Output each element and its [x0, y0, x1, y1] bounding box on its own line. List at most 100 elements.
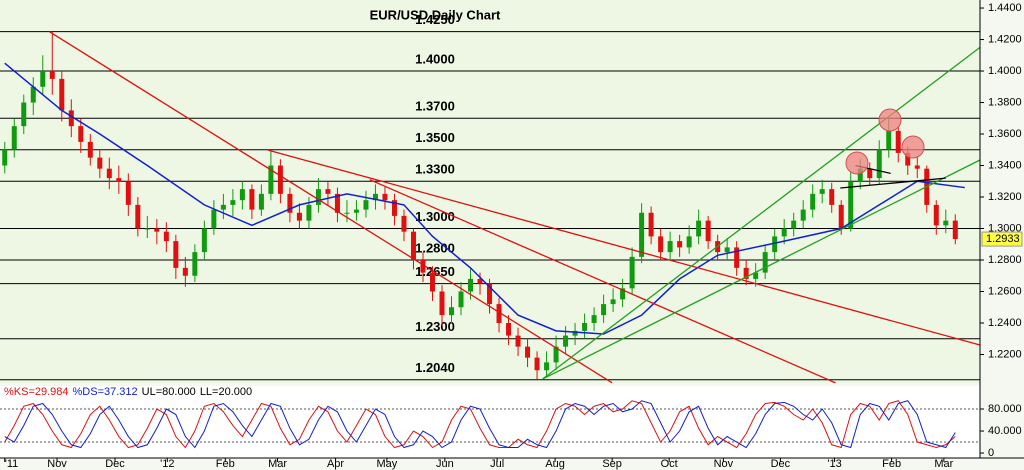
- candle-body: [315, 189, 321, 205]
- candle-body: [325, 189, 331, 194]
- candle-body: [829, 189, 835, 205]
- y-tick-label: 1.4000: [988, 65, 1022, 77]
- legend-label: UL=80.000: [142, 386, 196, 398]
- y-tick-label: 1.2800: [988, 254, 1022, 266]
- y-tick-label: 1.3600: [988, 128, 1022, 140]
- candle-body: [810, 193, 816, 210]
- price-tag-label: 1.2933: [986, 233, 1020, 245]
- candle-body: [372, 193, 378, 201]
- candle-body: [534, 357, 540, 371]
- trend-line: [542, 159, 981, 380]
- y-tick-label: 1.3200: [988, 191, 1022, 203]
- candle-body: [876, 149, 882, 179]
- candle-body: [125, 181, 131, 205]
- candle-body: [591, 315, 597, 323]
- candle-body: [192, 252, 198, 276]
- candle-body: [59, 78, 65, 111]
- x-tick-label: Mar: [934, 458, 953, 470]
- x-tick-label: Nov: [47, 458, 67, 470]
- candle-body: [306, 204, 312, 221]
- candle-body: [468, 278, 474, 292]
- candle-body: [220, 204, 226, 210]
- candle-body: [677, 241, 683, 248]
- x-tick-label: '13: [827, 458, 841, 470]
- price-tag: [981, 231, 1023, 247]
- level-label: 1.2040: [415, 360, 455, 375]
- legend-label: LL=20.000: [200, 386, 252, 398]
- candle-body: [97, 157, 103, 169]
- trend-line: [369, 179, 836, 384]
- oscillator-line: [4, 400, 956, 449]
- candle-body: [553, 346, 559, 363]
- candle-body: [211, 209, 217, 229]
- candle-body: [582, 322, 588, 331]
- x-tick-label: '11: [5, 458, 19, 470]
- y-tick-label: 1.2600: [988, 285, 1022, 297]
- candle-body: [49, 71, 55, 79]
- candle-body: [230, 200, 236, 205]
- candle-body: [334, 193, 340, 213]
- y-tick-label: 1.3400: [988, 159, 1022, 171]
- candle-body: [933, 204, 939, 226]
- candle-body: [144, 228, 150, 230]
- candle-body: [163, 231, 169, 242]
- candle-body: [201, 228, 207, 253]
- x-tick-label: Mar: [268, 458, 287, 470]
- candle-body: [601, 304, 607, 316]
- candle-body: [2, 149, 8, 166]
- level-label: 1.3000: [415, 209, 455, 224]
- candle-body: [696, 220, 702, 237]
- level-label: 1.2800: [415, 240, 455, 255]
- y-tick-label: 1.3800: [988, 96, 1022, 108]
- candle-body: [11, 126, 17, 150]
- level-label: 1.2300: [415, 319, 455, 334]
- candle-body: [791, 220, 797, 229]
- candle-body: [487, 283, 493, 305]
- candle-body: [886, 130, 892, 150]
- candle-body: [544, 362, 550, 371]
- candle-body: [429, 272, 435, 292]
- candle-body: [382, 193, 388, 201]
- candle-body: [572, 330, 578, 336]
- candle-body: [781, 228, 787, 237]
- candle-body: [905, 152, 911, 166]
- legend-label: %DS=37.312: [73, 386, 138, 398]
- x-tick-label: Jul: [490, 458, 504, 470]
- x-tick-label: Dec: [105, 458, 125, 470]
- candle-body: [762, 252, 768, 273]
- candle-body: [410, 231, 416, 261]
- candle-body: [344, 212, 350, 214]
- candle-body: [239, 189, 245, 201]
- candle-body: [173, 241, 179, 268]
- candle-body: [116, 178, 122, 182]
- candle-body: [800, 209, 806, 221]
- candle-body: [420, 260, 426, 273]
- candle-body: [449, 307, 455, 316]
- x-tick-label: Apr: [327, 458, 344, 470]
- candle-body: [753, 272, 759, 279]
- x-tick-label: Nov: [714, 458, 734, 470]
- candle-body: [296, 212, 302, 221]
- y-tick-label: 1.4200: [988, 33, 1022, 45]
- candle-body: [819, 189, 825, 194]
- candle-body: [68, 110, 74, 127]
- x-tick-label: Aug: [545, 458, 565, 470]
- x-tick-label: Oct: [661, 458, 678, 470]
- candle-body: [353, 209, 359, 213]
- candle-body: [21, 102, 27, 127]
- candle-body: [30, 86, 36, 103]
- candle-body: [724, 247, 730, 253]
- candle-body: [629, 256, 635, 289]
- candle-body: [743, 267, 749, 279]
- level-label: 1.4000: [415, 51, 455, 66]
- candle-body: [895, 130, 901, 153]
- stochastic-panel: [0, 386, 980, 458]
- candle-body: [838, 204, 844, 229]
- candle-body: [610, 299, 616, 305]
- candle-body: [772, 236, 778, 253]
- candle-body: [496, 304, 502, 323]
- candle-body: [639, 212, 645, 257]
- x-tick-label: Sep: [602, 458, 622, 470]
